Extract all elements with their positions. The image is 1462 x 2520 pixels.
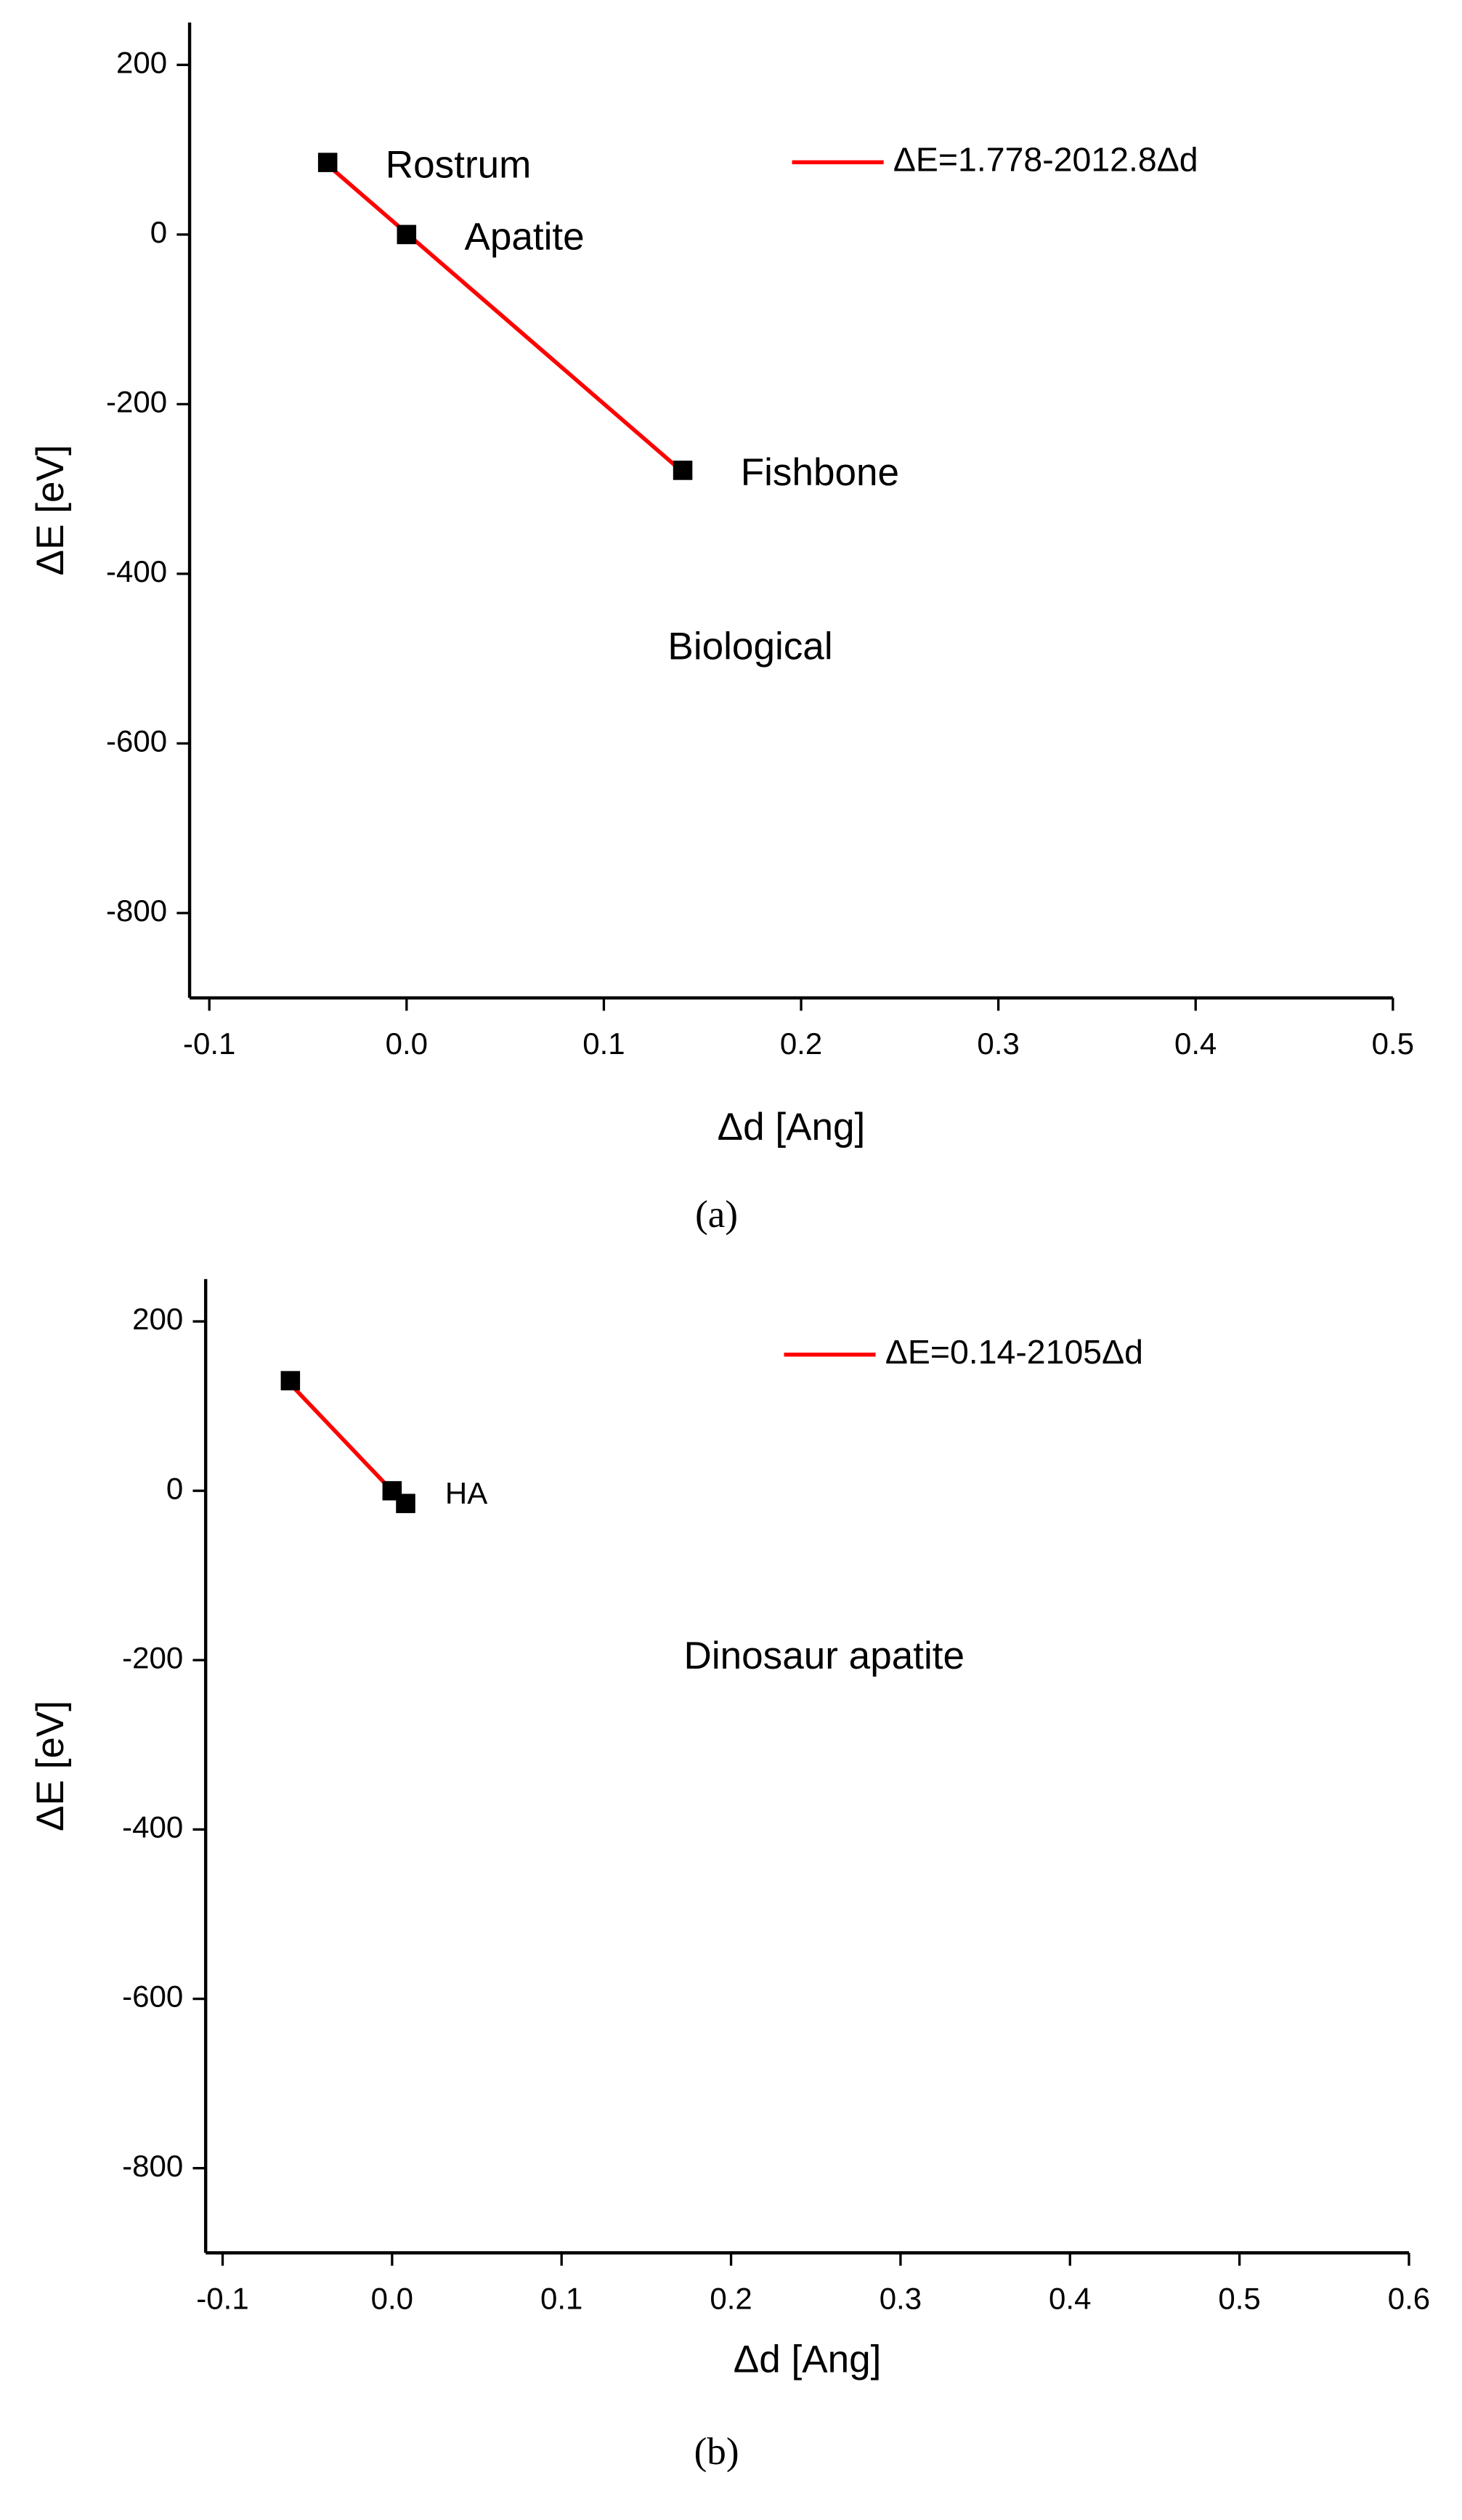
x-tick-label: 0.1 bbox=[540, 2282, 582, 2316]
y-tick-label: -600 bbox=[106, 724, 167, 758]
annotation: Biological bbox=[667, 625, 832, 668]
x-tick-label: 0.0 bbox=[386, 1026, 428, 1061]
point-label: Fishbone bbox=[741, 451, 899, 494]
x-tick-label: 0.2 bbox=[710, 2282, 752, 2316]
y-tick-label: -800 bbox=[122, 2149, 183, 2183]
y-tick-label: -200 bbox=[122, 1640, 183, 1674]
point bbox=[317, 153, 338, 172]
annotation: Dinosaur apatite bbox=[684, 1634, 965, 1677]
x-tick-label: 0.2 bbox=[780, 1026, 822, 1061]
point bbox=[396, 1494, 415, 1513]
x-tick-label: 0.3 bbox=[880, 2282, 922, 2316]
y-axis-label: ΔE [eV] bbox=[29, 445, 72, 575]
x-axis-label: Δd [Ang] bbox=[734, 2338, 882, 2381]
y-tick-label: 200 bbox=[132, 1302, 183, 1336]
x-tick-label: 0.4 bbox=[1174, 1026, 1217, 1061]
y-axis-label: ΔE [eV] bbox=[29, 1701, 72, 1831]
x-tick-label: 0.3 bbox=[977, 1026, 1019, 1061]
x-tick-label: -0.1 bbox=[183, 1026, 235, 1061]
y-tick-label: -600 bbox=[122, 1980, 183, 2014]
x-axis-label: Δd [Ang] bbox=[718, 1106, 866, 1148]
x-tick-label: 0.0 bbox=[371, 2282, 413, 2316]
caption: (b) bbox=[694, 2431, 739, 2473]
x-tick-label: 0.5 bbox=[1372, 1026, 1414, 1061]
point-label: Rostrum bbox=[386, 143, 532, 186]
x-tick-label: 0.5 bbox=[1218, 2282, 1260, 2316]
x-tick-label: 0.1 bbox=[582, 1026, 625, 1061]
y-tick-label: 0 bbox=[166, 1471, 183, 1505]
x-tick-label: -0.1 bbox=[196, 2282, 248, 2316]
caption: (a) bbox=[695, 1194, 738, 1236]
y-tick-label: -400 bbox=[122, 1810, 183, 1844]
fit-line bbox=[326, 163, 684, 474]
legend-text: ΔE=0.14-2105Δd bbox=[885, 1333, 1143, 1371]
x-tick-label: 0.6 bbox=[1388, 2282, 1430, 2316]
x-tick-label: 0.4 bbox=[1049, 2282, 1091, 2316]
y-tick-label: -400 bbox=[106, 554, 167, 588]
point-label: HA bbox=[445, 1476, 487, 1510]
point bbox=[397, 224, 417, 245]
y-tick-label: -800 bbox=[106, 894, 167, 928]
y-tick-label: -200 bbox=[106, 384, 167, 418]
point bbox=[673, 461, 693, 480]
y-tick-label: 200 bbox=[116, 45, 167, 79]
y-tick-label: 0 bbox=[150, 215, 167, 249]
point-label: Apatite bbox=[464, 216, 584, 259]
legend-text: ΔE=1.778-2012.8Δd bbox=[893, 141, 1198, 179]
point bbox=[280, 1371, 301, 1390]
